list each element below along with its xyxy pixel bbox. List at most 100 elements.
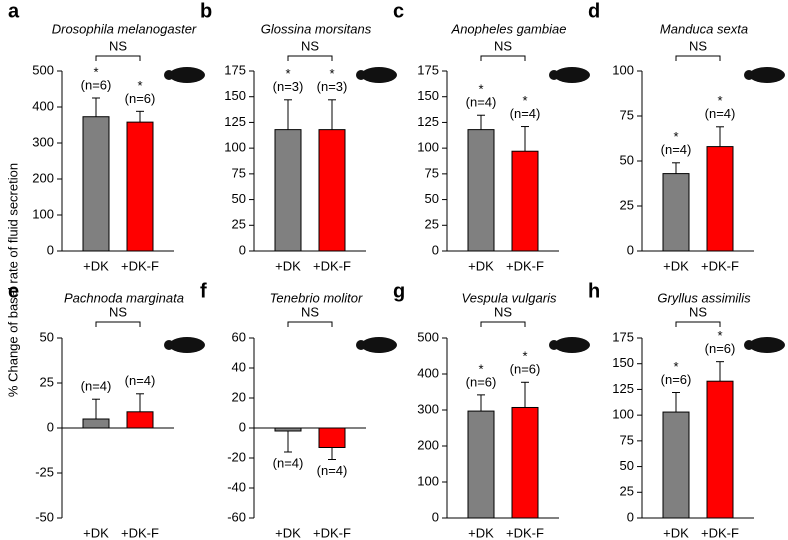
significance-star: *	[673, 129, 678, 144]
panel-title: Glossina morsitans	[261, 21, 372, 36]
y-tick-label: 25	[232, 217, 246, 232]
y-tick-label: 75	[620, 107, 634, 122]
y-tick-label: 100	[224, 140, 246, 155]
y-tick-label: 20	[232, 389, 246, 404]
insect-silhouette	[744, 70, 754, 80]
y-tick-label: 0	[47, 242, 54, 257]
x-tick-label: +DK	[275, 258, 301, 273]
y-tick-label: 100	[417, 140, 439, 155]
y-tick-label: 200	[417, 437, 439, 452]
sample-size: (n=6)	[466, 374, 497, 389]
y-tick-label: 50	[40, 329, 54, 344]
y-tick-label: 400	[417, 365, 439, 380]
insect-silhouette	[356, 70, 366, 80]
panel-title: Manduca sexta	[660, 21, 748, 36]
panel-letter: g	[393, 280, 405, 302]
bar	[662, 411, 690, 519]
x-tick-label: +DK	[275, 525, 301, 540]
y-tick-label: 300	[32, 134, 54, 149]
significance-bracket	[287, 321, 333, 327]
x-tick-label: +DK-F	[506, 258, 544, 273]
bar	[82, 116, 110, 252]
significance-star: *	[717, 93, 722, 108]
y-tick-label: 60	[232, 329, 246, 344]
bar	[318, 129, 346, 252]
significance-bracket	[675, 321, 721, 327]
y-tick-label: 25	[425, 217, 439, 232]
x-tick-label: +DK	[663, 258, 689, 273]
significance-bracket	[287, 55, 333, 61]
insect-silhouette	[361, 337, 397, 353]
y-tick-label: 25	[40, 374, 54, 389]
panel-letter: f	[200, 280, 207, 302]
y-tick-label: 25	[620, 484, 634, 499]
panel-letter: c	[393, 0, 404, 22]
y-tick-label: 175	[417, 62, 439, 77]
y-tick-label: 0	[239, 419, 246, 434]
insect-silhouette	[749, 67, 785, 83]
x-tick-label: +DK-F	[506, 525, 544, 540]
panel-letter: b	[200, 0, 212, 22]
significance-star: *	[478, 361, 483, 376]
y-tick-label: 75	[425, 165, 439, 180]
panel-title: Tenebrio molitor	[270, 290, 363, 305]
bracket-label: NS	[494, 38, 512, 53]
y-tick-label: -20	[227, 449, 246, 464]
y-tick-label: 40	[232, 359, 246, 374]
y-tick-label: 50	[620, 458, 634, 473]
y-tick-label: 50	[425, 191, 439, 206]
y-tick-label: 150	[417, 88, 439, 103]
significance-bracket	[480, 321, 526, 327]
bar	[467, 129, 495, 252]
y-tick-label: 125	[417, 114, 439, 129]
y-tick-label: -25	[35, 464, 54, 479]
insect-silhouette	[744, 340, 754, 350]
y-tick-label: 175	[224, 62, 246, 77]
insect-silhouette	[554, 67, 590, 83]
significance-star: *	[93, 64, 98, 79]
bar	[706, 380, 734, 519]
x-tick-label: +DK	[663, 525, 689, 540]
y-tick-label: 200	[32, 170, 54, 185]
significance-star: *	[478, 82, 483, 97]
significance-star: *	[522, 93, 527, 108]
significance-bracket	[95, 321, 141, 327]
panel-letter: h	[588, 280, 600, 302]
sample-size: (n=4)	[125, 373, 156, 388]
y-tick-label: 100	[32, 206, 54, 221]
bracket-label: NS	[301, 304, 319, 319]
sample-size: (n=4)	[317, 463, 348, 478]
y-tick-label: 150	[612, 355, 634, 370]
significance-star: *	[137, 78, 142, 93]
x-tick-label: +DK-F	[121, 525, 159, 540]
bracket-label: NS	[301, 38, 319, 53]
y-tick-label: 100	[612, 407, 634, 422]
x-tick-label: +DK	[468, 525, 494, 540]
y-axis-label: % Change of basal rate of fluid secretio…	[5, 163, 20, 397]
x-tick-label: +DK-F	[313, 258, 351, 273]
x-tick-label: +DK-F	[701, 258, 739, 273]
y-tick-label: 500	[417, 329, 439, 344]
sample-size: (n=6)	[705, 341, 736, 356]
y-tick-label: 500	[32, 62, 54, 77]
y-tick-label: 75	[620, 432, 634, 447]
bracket-label: NS	[689, 38, 707, 53]
insect-silhouette	[169, 337, 205, 353]
y-tick-label: 100	[612, 62, 634, 77]
sample-size: (n=4)	[661, 142, 692, 157]
sample-size: (n=4)	[81, 379, 112, 394]
y-tick-label: 0	[432, 242, 439, 257]
y-tick-label: 0	[432, 509, 439, 524]
y-tick-label: 50	[232, 191, 246, 206]
insect-silhouette	[169, 67, 205, 83]
y-tick-label: -40	[227, 479, 246, 494]
bar	[511, 150, 539, 252]
insect-silhouette	[549, 70, 559, 80]
insect-silhouette	[361, 67, 397, 83]
sample-size: (n=4)	[273, 455, 304, 470]
x-tick-label: +DK	[83, 525, 109, 540]
significance-star: *	[285, 66, 290, 81]
y-tick-label: 100	[417, 473, 439, 488]
sample-size: (n=4)	[466, 95, 497, 110]
